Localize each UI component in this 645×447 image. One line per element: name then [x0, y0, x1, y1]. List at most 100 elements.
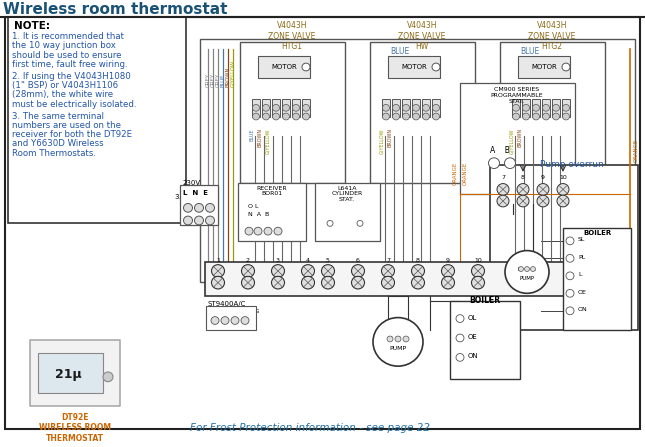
Circle shape: [530, 266, 535, 271]
Circle shape: [292, 105, 299, 111]
Bar: [292, 99, 300, 117]
Text: RECEIVER
BOR01: RECEIVER BOR01: [257, 186, 287, 196]
Circle shape: [537, 195, 549, 207]
Bar: [8, 17, 186, 224]
Circle shape: [241, 265, 255, 277]
Circle shape: [471, 276, 484, 289]
Text: 2. If using the V4043H1080: 2. If using the V4043H1080: [12, 72, 131, 81]
Circle shape: [292, 113, 299, 120]
Circle shape: [321, 265, 335, 277]
Circle shape: [566, 237, 574, 245]
Bar: [432, 99, 440, 117]
Circle shape: [566, 272, 574, 280]
Circle shape: [303, 105, 310, 111]
Bar: [262, 99, 270, 117]
Text: 230V
50Hz
3A RATED: 230V 50Hz 3A RATED: [175, 180, 209, 200]
Text: 4: 4: [306, 258, 310, 263]
Text: 8: 8: [416, 258, 420, 263]
Circle shape: [321, 276, 335, 289]
Bar: [562, 99, 570, 117]
Text: (1" BSP) or V4043H1106: (1" BSP) or V4043H1106: [12, 81, 118, 90]
Circle shape: [513, 105, 519, 111]
Circle shape: [303, 113, 310, 120]
Circle shape: [517, 195, 529, 207]
Text: N  E  L: N E L: [388, 337, 408, 342]
Circle shape: [562, 113, 570, 120]
Circle shape: [566, 289, 574, 297]
Circle shape: [513, 113, 519, 120]
Circle shape: [254, 227, 262, 235]
Circle shape: [327, 220, 333, 226]
Circle shape: [557, 195, 569, 207]
Circle shape: [272, 276, 284, 289]
Bar: [258, 56, 310, 78]
Circle shape: [352, 276, 364, 289]
Circle shape: [301, 276, 315, 289]
Bar: [500, 42, 605, 182]
Text: G/YELLOW: G/YELLOW: [379, 128, 384, 154]
Circle shape: [422, 113, 430, 120]
Text: first time, fault free wiring.: first time, fault free wiring.: [12, 60, 128, 69]
Circle shape: [522, 105, 530, 111]
Text: L  N  E: L N E: [183, 190, 208, 196]
Circle shape: [542, 105, 550, 111]
Bar: [252, 99, 260, 117]
Text: receiver for both the DT92E: receiver for both the DT92E: [12, 130, 132, 139]
Circle shape: [517, 184, 529, 195]
Text: G/YELLOW: G/YELLOW: [230, 60, 235, 88]
Text: V4043H
ZONE VALVE
HW: V4043H ZONE VALVE HW: [399, 21, 446, 51]
Circle shape: [562, 105, 570, 111]
Circle shape: [252, 113, 259, 120]
Bar: [315, 182, 380, 241]
Bar: [180, 185, 218, 225]
Circle shape: [382, 113, 390, 120]
Text: DT92E
WIRELESS ROOM
THERMOSTAT: DT92E WIRELESS ROOM THERMOSTAT: [39, 413, 111, 443]
Text: OE: OE: [468, 334, 478, 340]
Circle shape: [357, 220, 363, 226]
Text: 8: 8: [521, 175, 525, 180]
Circle shape: [103, 372, 113, 382]
Bar: [272, 99, 280, 117]
Bar: [412, 99, 420, 117]
Circle shape: [382, 105, 390, 111]
Text: BROWN: BROWN: [257, 128, 263, 148]
Circle shape: [206, 203, 215, 212]
Text: ST9400A/C: ST9400A/C: [207, 301, 245, 307]
Text: OE: OE: [578, 290, 587, 295]
Circle shape: [272, 105, 279, 111]
Bar: [563, 228, 631, 330]
Text: 1. It is recommended that: 1. It is recommended that: [12, 32, 124, 41]
Circle shape: [433, 113, 439, 120]
Bar: [200, 39, 635, 282]
Bar: [422, 99, 430, 117]
Text: 7: 7: [386, 258, 390, 263]
Text: PL: PL: [578, 255, 585, 260]
Text: 21µ: 21µ: [55, 368, 81, 381]
Circle shape: [183, 203, 192, 212]
Bar: [205, 262, 580, 296]
Bar: [518, 56, 570, 78]
Circle shape: [456, 315, 464, 322]
Circle shape: [432, 63, 440, 71]
Circle shape: [533, 113, 539, 120]
Text: NOTE:: NOTE:: [14, 21, 50, 31]
Text: Wireless room thermostat: Wireless room thermostat: [3, 2, 228, 17]
Text: BOILER: BOILER: [470, 296, 501, 305]
Text: PUMP: PUMP: [519, 276, 535, 281]
Text: BLUE: BLUE: [250, 128, 255, 141]
Text: 10: 10: [474, 258, 482, 263]
Circle shape: [212, 265, 224, 277]
Text: G/YELLOW: G/YELLOW: [510, 128, 515, 154]
Circle shape: [283, 113, 290, 120]
Text: L: L: [578, 272, 582, 277]
Text: 10: 10: [559, 175, 567, 180]
Text: MOTOR: MOTOR: [401, 64, 427, 70]
Text: ORANGE: ORANGE: [462, 161, 468, 185]
Text: BLUE: BLUE: [221, 74, 226, 88]
Circle shape: [542, 113, 550, 120]
Circle shape: [519, 266, 524, 271]
Text: ORANGE: ORANGE: [453, 161, 457, 185]
Circle shape: [263, 105, 270, 111]
Bar: [460, 83, 575, 194]
Text: 1: 1: [216, 258, 220, 263]
